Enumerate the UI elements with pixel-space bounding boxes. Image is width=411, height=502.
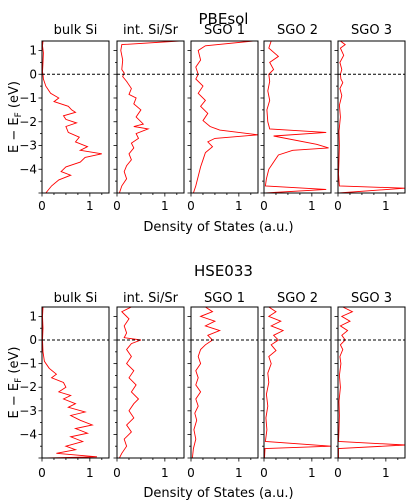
panel-label: bulk Si bbox=[54, 23, 98, 38]
panel-sgo-2: SGO 2 0 1 bbox=[260, 23, 332, 213]
panel-frame bbox=[41, 40, 110, 194]
chart-block-1: PBEsol E − EF (eV) 1 0 −1 −2 −3 −4 Density of St… bbox=[7, 10, 406, 235]
dos-curve bbox=[338, 41, 405, 193]
dos-curve bbox=[191, 307, 222, 458]
x-tick-label: 1 bbox=[161, 466, 169, 480]
x-tick-label: 0 bbox=[113, 466, 121, 480]
dos-curve bbox=[42, 41, 102, 193]
dos-curve bbox=[338, 307, 405, 458]
x-tick-label: 0 bbox=[187, 466, 195, 480]
panel-label: SGO 2 bbox=[277, 291, 318, 306]
x-tick-label: 0 bbox=[260, 466, 268, 480]
x-tick-label: 0 bbox=[113, 199, 121, 213]
panel-label: SGO 1 bbox=[204, 291, 245, 306]
dos-curve bbox=[42, 307, 98, 458]
panel-frame bbox=[116, 306, 185, 459]
y-tick-label: −3 bbox=[19, 139, 37, 153]
dos-curve bbox=[192, 41, 258, 193]
panel-label: SGO 3 bbox=[351, 23, 392, 38]
panel-sgo-3: SGO 3 0 1 bbox=[334, 23, 406, 213]
y-tick-label: 1 bbox=[29, 44, 37, 58]
panel-frame bbox=[263, 40, 332, 194]
chart-block-2: HSE033 E − EF (eV) 1 0 −1 −2 −3 −4 Density of St… bbox=[7, 262, 406, 501]
y-tick-label: −4 bbox=[19, 162, 37, 176]
panel-frame bbox=[263, 306, 332, 459]
x-tick-label: 1 bbox=[161, 199, 169, 213]
panel-sgo-1: SGO 1 0 1 bbox=[187, 291, 259, 480]
x-tick-label: 1 bbox=[308, 466, 316, 480]
x-tick-label: 0 bbox=[38, 199, 46, 213]
panel-bulk-si: bulk Si 0 1 bbox=[38, 23, 110, 213]
dos-curve bbox=[264, 307, 331, 458]
x-tick-label: 1 bbox=[382, 199, 390, 213]
panel-int-si-sr: int. Si/Sr 0 1 bbox=[113, 291, 185, 480]
y-tick-label: 1 bbox=[29, 309, 37, 323]
x-tick-label: 1 bbox=[235, 466, 243, 480]
x-tick-label: 0 bbox=[187, 199, 195, 213]
x-tick-label: 0 bbox=[38, 466, 46, 480]
panel-frame bbox=[116, 40, 185, 194]
y-tick-label: −1 bbox=[19, 357, 37, 371]
y-tick-label: 0 bbox=[29, 67, 37, 81]
panel-bulk-si: bulk Si 0 1 bbox=[38, 291, 110, 480]
x-tick-label: 1 bbox=[308, 199, 316, 213]
y-tick-label: −2 bbox=[19, 115, 37, 129]
x-axis-label: Density of States (a.u.) bbox=[143, 486, 293, 501]
x-tick-label: 1 bbox=[382, 466, 390, 480]
x-tick-label: 1 bbox=[235, 199, 243, 213]
panel-int-si-sr: int. Si/Sr 0 1 bbox=[113, 23, 185, 213]
panel-frame bbox=[190, 306, 259, 459]
panel-frame bbox=[41, 306, 110, 459]
panel-label: SGO 3 bbox=[351, 291, 392, 306]
panel-frame bbox=[337, 306, 406, 459]
y-axis-label: E − EF (eV) bbox=[7, 347, 24, 419]
panel-sgo-2: SGO 2 0 1 bbox=[260, 291, 332, 480]
dos-curve bbox=[118, 307, 142, 458]
y-tick-label: −3 bbox=[19, 404, 37, 418]
panel-frame bbox=[337, 40, 406, 194]
x-tick-label: 0 bbox=[334, 199, 342, 213]
dos-curve bbox=[264, 41, 329, 193]
panel-sgo-3: SGO 3 0 1 bbox=[334, 291, 406, 480]
x-tick-label: 1 bbox=[86, 466, 94, 480]
chart-title: HSE033 bbox=[194, 262, 253, 280]
y-tick-label: −1 bbox=[19, 91, 37, 105]
x-axis-label: Density of States (a.u.) bbox=[143, 220, 293, 235]
panel-label: SGO 2 bbox=[277, 23, 318, 38]
chart-title: PBEsol bbox=[199, 10, 249, 28]
x-tick-label: 0 bbox=[334, 466, 342, 480]
panel-label: int. Si/Sr bbox=[123, 291, 179, 306]
panel-sgo-1: SGO 1 0 1 bbox=[187, 23, 259, 213]
panel-frame bbox=[190, 40, 259, 194]
x-tick-label: 0 bbox=[260, 199, 268, 213]
y-tick-label: −2 bbox=[19, 380, 37, 394]
y-axis-label: E − EF (eV) bbox=[7, 81, 24, 153]
dos-curve bbox=[118, 41, 180, 193]
panel-label: int. Si/Sr bbox=[123, 23, 179, 38]
y-tick-label: 0 bbox=[29, 333, 37, 347]
panel-label: bulk Si bbox=[54, 291, 98, 306]
x-tick-label: 1 bbox=[86, 199, 94, 213]
y-tick-label: −4 bbox=[19, 427, 37, 441]
panel-label: SGO 1 bbox=[204, 23, 245, 38]
